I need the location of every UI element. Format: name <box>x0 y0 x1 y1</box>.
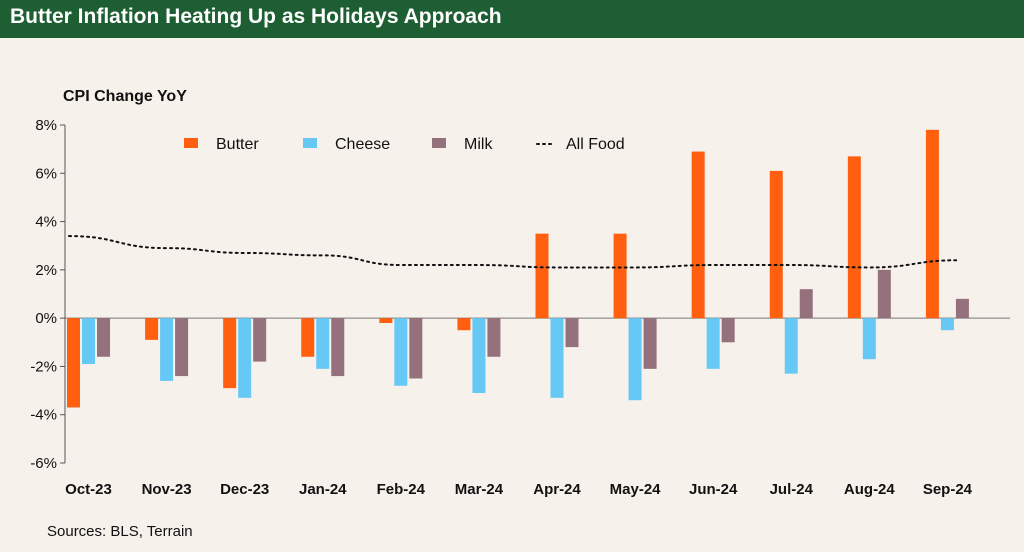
bar-butter-dec-23 <box>223 318 237 389</box>
bar-cheese-aug-24 <box>862 318 876 360</box>
x-tick-label-mar-24: Mar-24 <box>455 481 504 498</box>
y-tick-label: 8% <box>35 117 57 134</box>
bar-milk-aug-24 <box>877 269 891 319</box>
x-tick-label-aug-24: Aug-24 <box>844 481 895 498</box>
legend-swatch-milk <box>432 138 446 148</box>
line-all-food <box>68 235 961 269</box>
bar-cheese-oct-23 <box>82 318 95 365</box>
bar-cheese-apr-24 <box>550 318 564 398</box>
bar-butter-apr-24 <box>535 233 549 319</box>
legend-label-butter: Butter <box>216 136 259 153</box>
bar-cheese-mar-24 <box>472 318 486 393</box>
bar-milk-oct-23 <box>97 318 110 357</box>
y-axis-label: CPI Change YoY <box>63 88 187 105</box>
bar-butter-nov-23 <box>145 318 159 340</box>
y-tick-label: -4% <box>30 407 57 424</box>
y-tick-label: -6% <box>30 455 57 472</box>
bar-cheese-jul-24 <box>784 318 798 374</box>
x-tick-label-feb-24: Feb-24 <box>377 481 426 498</box>
bar-butter-oct-23 <box>67 318 80 408</box>
legend-label-cheese: Cheese <box>335 136 390 153</box>
bar-milk-feb-24 <box>409 318 423 379</box>
x-tick-label-jul-24: Jul-24 <box>770 481 814 498</box>
legend-swatch-butter <box>184 138 198 148</box>
x-tick-label-may-24: May-24 <box>610 481 662 498</box>
bar-butter-mar-24 <box>457 318 471 331</box>
y-tick-label: -2% <box>30 358 57 375</box>
bar-butter-jan-24 <box>301 318 315 357</box>
source-note: Sources: BLS, Terrain <box>47 523 193 540</box>
bar-butter-feb-24 <box>379 318 393 323</box>
bar-milk-nov-23 <box>175 318 189 377</box>
bar-cheese-sep-24 <box>940 318 954 331</box>
bar-milk-jun-24 <box>721 318 735 343</box>
legend-swatch-cheese <box>303 138 317 148</box>
bar-milk-may-24 <box>643 318 657 369</box>
x-tick-label-dec-23: Dec-23 <box>220 481 269 498</box>
y-tick-label: 4% <box>35 214 57 231</box>
bar-butter-may-24 <box>613 233 627 319</box>
bar-cheese-may-24 <box>628 318 642 401</box>
x-tick-label-jun-24: Jun-24 <box>689 481 738 498</box>
x-tick-label-jan-24: Jan-24 <box>299 481 347 498</box>
y-tick-label: 0% <box>35 310 57 327</box>
bar-milk-apr-24 <box>565 318 579 348</box>
legend-label-all-food: All Food <box>566 136 625 153</box>
x-tick-label-nov-23: Nov-23 <box>142 481 192 498</box>
y-tick-label: 2% <box>35 262 57 279</box>
bar-cheese-jun-24 <box>706 318 720 369</box>
bar-butter-sep-24 <box>925 129 939 319</box>
chart-title: Butter Inflation Heating Up as Holidays … <box>10 5 502 28</box>
x-tick-label-oct-23: Oct-23 <box>65 481 112 498</box>
x-tick-label-apr-24: Apr-24 <box>533 481 581 498</box>
bar-butter-jul-24 <box>769 170 783 319</box>
bar-milk-sep-24 <box>955 298 969 319</box>
bar-milk-dec-23 <box>253 318 267 362</box>
bar-milk-jul-24 <box>799 289 813 319</box>
bar-butter-jun-24 <box>691 151 705 319</box>
bar-cheese-dec-23 <box>238 318 252 398</box>
x-tick-label-sep-24: Sep-24 <box>923 481 973 498</box>
bar-cheese-feb-24 <box>394 318 408 386</box>
bar-milk-jan-24 <box>331 318 345 377</box>
header-bar: Butter Inflation Heating Up as Holidays … <box>0 0 1024 38</box>
bar-cheese-nov-23 <box>160 318 174 381</box>
y-tick-label: 6% <box>35 165 57 182</box>
legend-label-milk: Milk <box>464 136 493 153</box>
bar-milk-mar-24 <box>487 318 501 357</box>
bar-cheese-jan-24 <box>316 318 330 369</box>
bar-butter-aug-24 <box>847 156 861 319</box>
